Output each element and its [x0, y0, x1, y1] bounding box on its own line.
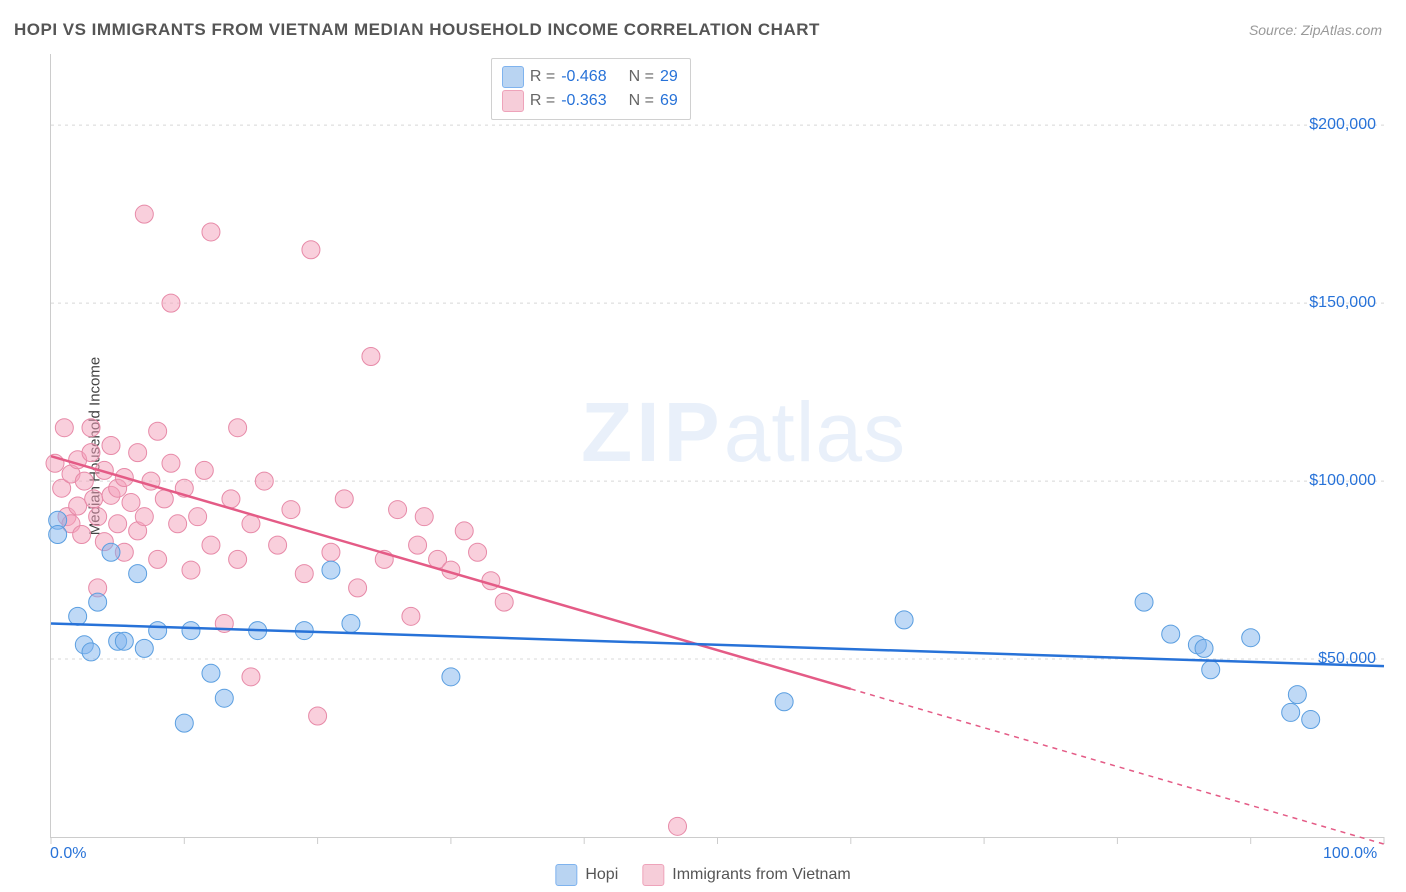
source-attribution: Source: ZipAtlas.com — [1249, 22, 1382, 38]
legend-label-a: Hopi — [585, 866, 618, 884]
legend-label-b: Immigrants from Vietnam — [672, 866, 850, 884]
n-value: 69 — [660, 89, 678, 113]
y-tick-label: $200,000 — [1309, 116, 1376, 134]
y-tick-label: $50,000 — [1318, 650, 1376, 668]
plot-area: ZIPatlas R = -0.468 N = 29 R = -0.363 N … — [50, 54, 1384, 838]
n-label: N = — [629, 65, 654, 89]
correlation-row-a: R = -0.468 N = 29 — [502, 65, 678, 89]
n-value: 29 — [660, 65, 678, 89]
y-tick-label: $150,000 — [1309, 294, 1376, 312]
r-label: R = — [530, 65, 555, 89]
legend-item-b: Immigrants from Vietnam — [642, 864, 850, 886]
correlation-row-b: R = -0.363 N = 69 — [502, 89, 678, 113]
x-tick-label: 100.0% — [1323, 845, 1377, 863]
r-label: R = — [530, 89, 555, 113]
x-tick-label: 0.0% — [50, 845, 86, 863]
scatter-plot-svg — [51, 54, 1384, 837]
swatch-series-a — [555, 864, 577, 886]
y-tick-label: $100,000 — [1309, 472, 1376, 490]
swatch-series-a — [502, 66, 524, 88]
n-label: N = — [629, 89, 654, 113]
legend-item-a: Hopi — [555, 864, 618, 886]
r-value: -0.468 — [561, 65, 606, 89]
r-value: -0.363 — [561, 89, 606, 113]
swatch-series-b — [502, 90, 524, 112]
correlation-legend: R = -0.468 N = 29 R = -0.363 N = 69 — [491, 58, 691, 120]
series-legend: Hopi Immigrants from Vietnam — [555, 864, 850, 886]
swatch-series-b — [642, 864, 664, 886]
chart-title: HOPI VS IMMIGRANTS FROM VIETNAM MEDIAN H… — [14, 20, 820, 40]
